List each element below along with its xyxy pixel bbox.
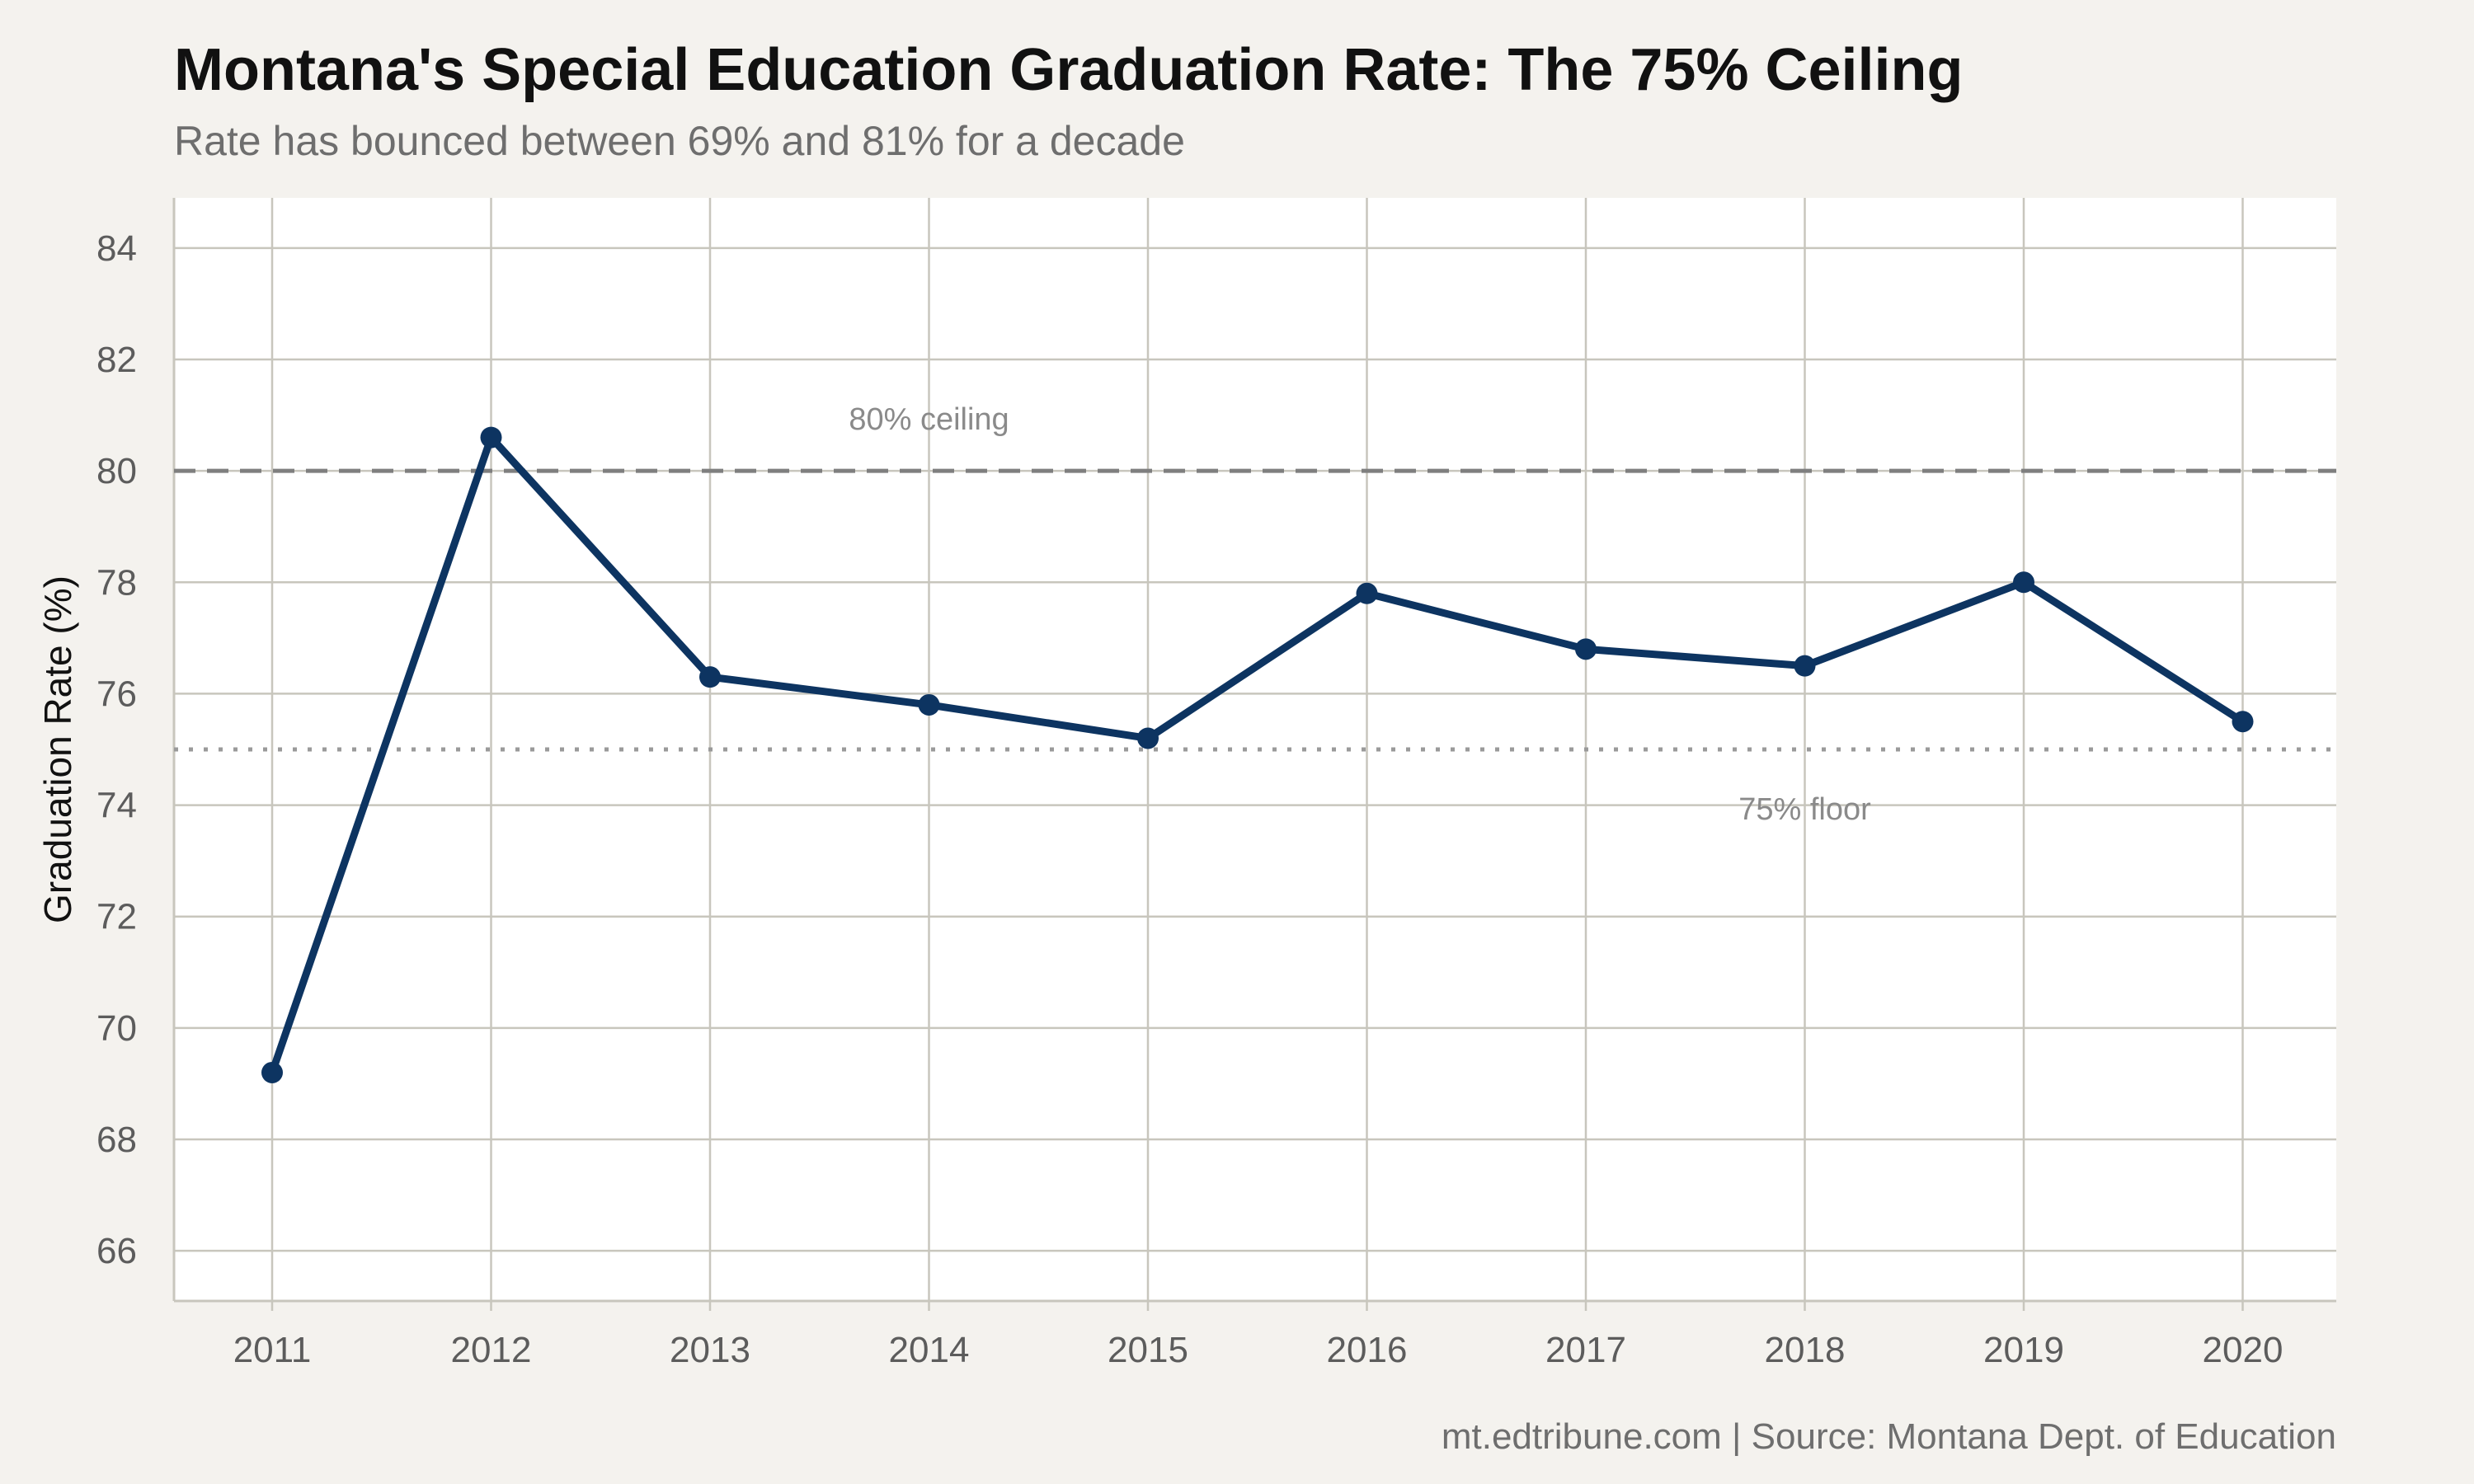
y-tick-label: 84 (96, 228, 137, 269)
data-point-2018 (1794, 655, 1816, 677)
x-tick-label: 2014 (889, 1330, 970, 1370)
y-tick-label: 72 (96, 897, 137, 937)
data-point-2016 (1356, 582, 1378, 604)
x-gridlines (270, 198, 2244, 1311)
y-tick-label: 74 (96, 786, 137, 826)
data-point-2019 (2013, 571, 2034, 594)
data-point-2015 (1137, 727, 1159, 749)
ceiling-label: 80% ceiling (849, 402, 1009, 437)
data-point-2011 (261, 1061, 283, 1083)
data-point-2017 (1575, 638, 1597, 660)
plot-panel (174, 198, 2336, 1301)
x-tick-label: 2017 (1545, 1330, 1626, 1370)
reference-lines: 80% ceiling 75% floor (174, 402, 2336, 827)
x-tick-label: 2018 (1765, 1330, 1846, 1370)
y-tick-label: 80 (96, 451, 137, 491)
x-tick-label: 2016 (1327, 1330, 1408, 1370)
data-point-2020 (2232, 711, 2254, 733)
y-tick-label: 78 (96, 562, 137, 603)
chart-subtitle: Rate has bounced between 69% and 81% for… (174, 118, 1185, 164)
series-line (268, 434, 2246, 1077)
y-tick-label: 66 (96, 1231, 137, 1271)
y-tick-label: 82 (96, 340, 137, 380)
y-axis-title: Graduation Rate (%) (36, 575, 79, 923)
floor-label: 75% floor (1738, 792, 1871, 827)
x-tick-label: 2011 (233, 1330, 312, 1370)
y-tick-label: 76 (96, 674, 137, 714)
data-point-2013 (699, 666, 721, 688)
x-tick-label: 2015 (1108, 1330, 1188, 1370)
x-tick-labels: 2011 2012 2013 2014 2015 2016 2017 2018 2019 2020 (233, 1330, 2284, 1370)
y-tick-labels: 66 68 70 72 74 76 78 80 82 84 (96, 228, 137, 1271)
data-point-2014 (918, 693, 940, 716)
data-series (261, 426, 2254, 1083)
data-point-2012 (480, 426, 502, 448)
x-tick-label: 2020 (2203, 1330, 2284, 1370)
x-tick-label: 2013 (670, 1330, 750, 1370)
y-tick-label: 70 (96, 1008, 137, 1049)
y-tick-label: 68 (96, 1120, 137, 1160)
x-tick-label: 2019 (1983, 1330, 2064, 1370)
chart-title: Montana's Special Education Graduation R… (174, 37, 1964, 103)
source-caption: mt.edtribune.com | Source: Montana Dept.… (1441, 1416, 2336, 1457)
x-tick-label: 2012 (451, 1330, 532, 1370)
